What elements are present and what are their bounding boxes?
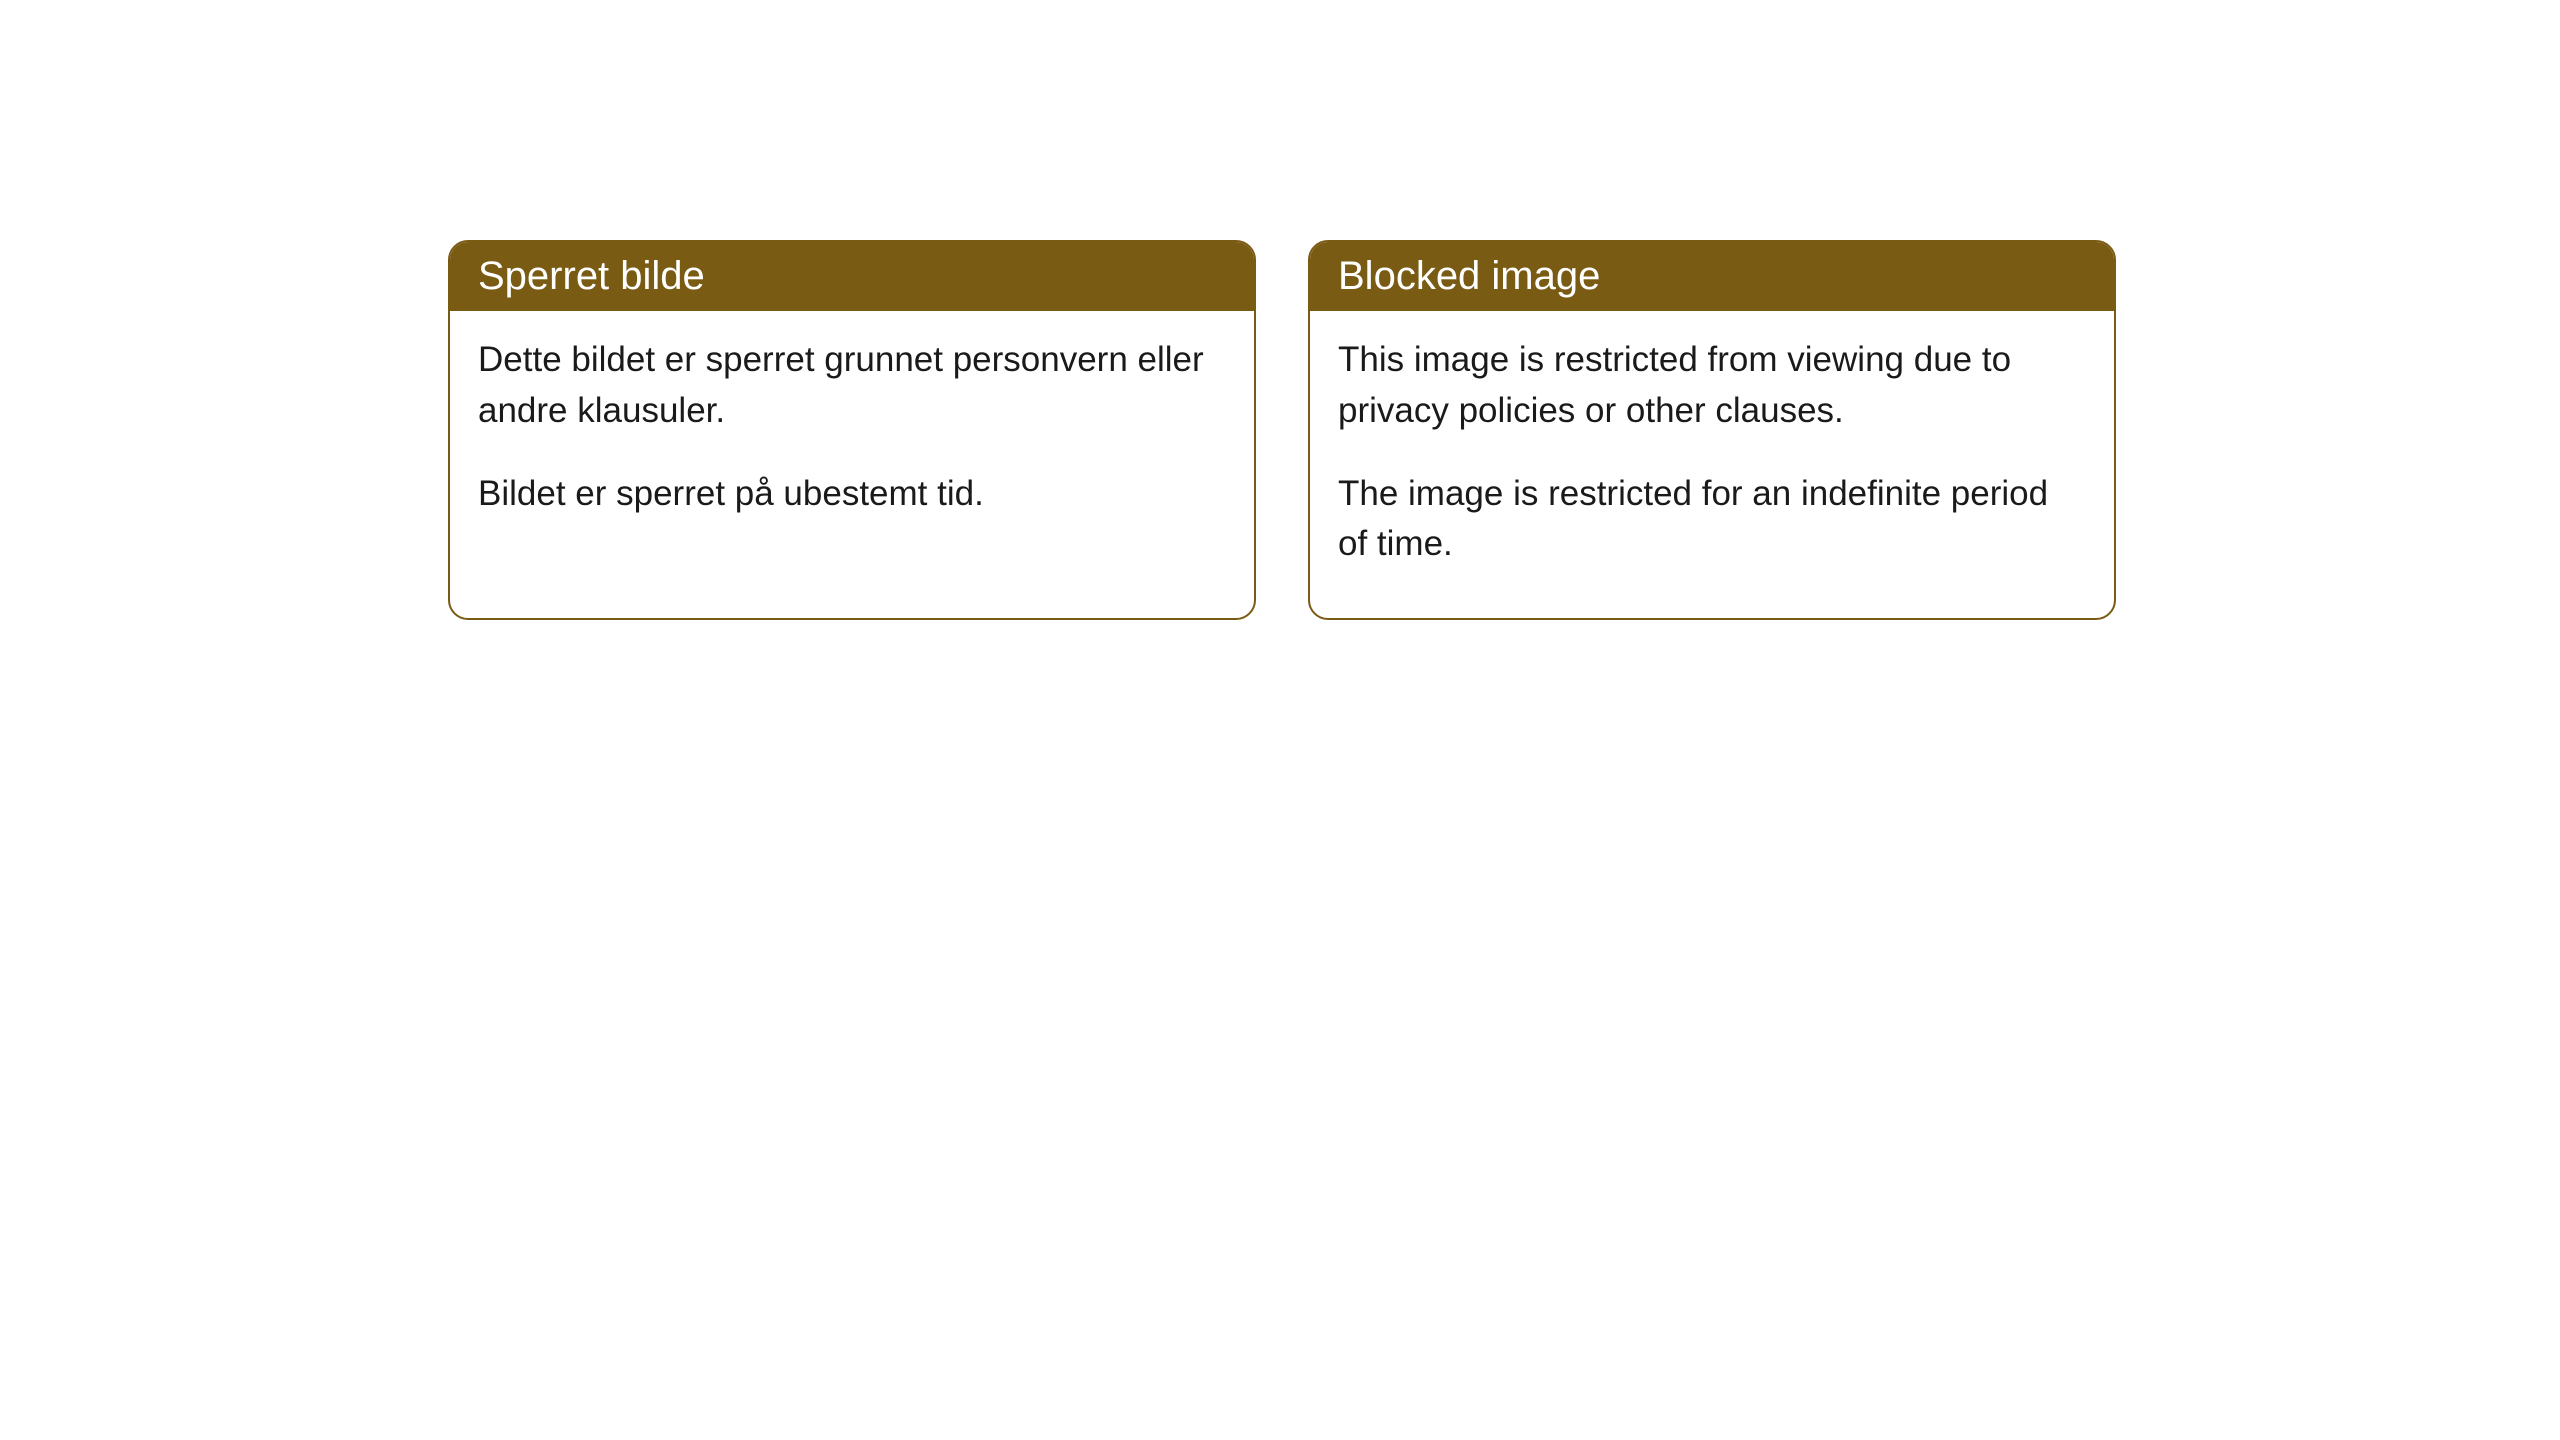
blocked-image-card-english: Blocked image This image is restricted f… (1308, 240, 2116, 620)
card-paragraph-1-english: This image is restricted from viewing du… (1338, 335, 2086, 437)
card-body-english: This image is restricted from viewing du… (1310, 311, 2114, 618)
card-header-english: Blocked image (1310, 242, 2114, 311)
card-body-norwegian: Dette bildet er sperret grunnet personve… (450, 311, 1254, 567)
card-title-english: Blocked image (1338, 254, 1600, 298)
card-paragraph-2-english: The image is restricted for an indefinit… (1338, 469, 2086, 571)
notice-container: Sperret bilde Dette bildet er sperret gr… (0, 0, 2560, 620)
blocked-image-card-norwegian: Sperret bilde Dette bildet er sperret gr… (448, 240, 1256, 620)
card-header-norwegian: Sperret bilde (450, 242, 1254, 311)
card-paragraph-1-norwegian: Dette bildet er sperret grunnet personve… (478, 335, 1226, 437)
card-paragraph-2-norwegian: Bildet er sperret på ubestemt tid. (478, 469, 1226, 520)
card-title-norwegian: Sperret bilde (478, 254, 705, 298)
